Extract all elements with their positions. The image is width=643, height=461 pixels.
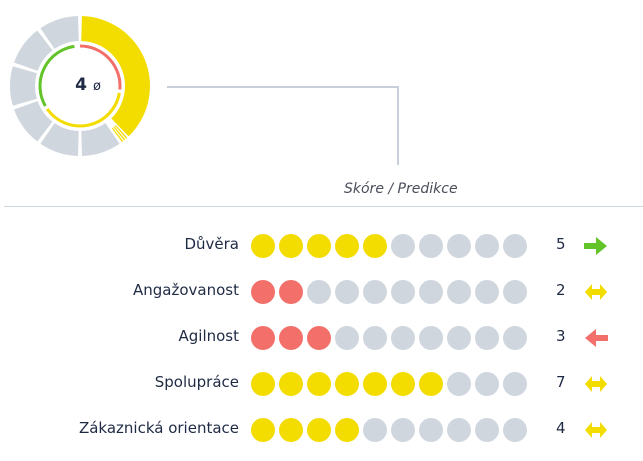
score-dot-empty bbox=[447, 372, 471, 396]
competency-label: Agilnost bbox=[178, 327, 240, 345]
score-dot-filled bbox=[307, 326, 331, 350]
competency-row: Zákaznická orientace 4 bbox=[0, 406, 643, 452]
score-dot-empty bbox=[419, 326, 443, 350]
trend-neutral-icon bbox=[585, 284, 607, 300]
gauge-inner-yellow-arc bbox=[46, 92, 121, 128]
score-dot-filled bbox=[251, 234, 275, 258]
gauge-empty-segment bbox=[81, 123, 120, 156]
competency-row: Spolupráce 7 bbox=[0, 360, 643, 406]
trend-down-icon bbox=[585, 329, 608, 347]
score-dot-filled bbox=[251, 372, 275, 396]
competency-row: Angažovanost 2 bbox=[0, 268, 643, 314]
score-dot-empty bbox=[475, 326, 499, 350]
score-dot-empty bbox=[391, 418, 415, 442]
score-dots bbox=[251, 280, 531, 304]
score-dot-filled bbox=[251, 326, 275, 350]
score-dot-filled bbox=[391, 372, 415, 396]
score-dot-empty bbox=[503, 418, 527, 442]
competency-label: Důvěra bbox=[184, 235, 239, 253]
competency-row: Důvěra 5 bbox=[0, 222, 643, 268]
score-dot-filled bbox=[307, 234, 331, 258]
score-dot-filled bbox=[335, 234, 359, 258]
competency-label: Zákaznická orientace bbox=[78, 419, 239, 437]
competency-score: 3 bbox=[556, 327, 566, 345]
score-dots bbox=[251, 418, 531, 442]
average-score-value: 4 bbox=[75, 75, 87, 95]
score-dot-empty bbox=[503, 326, 527, 350]
average-score: 4 ø bbox=[62, 75, 114, 99]
score-dot-filled bbox=[335, 372, 359, 396]
score-dot-empty bbox=[419, 234, 443, 258]
gauge-fill-stripe bbox=[111, 127, 124, 142]
score-dot-empty bbox=[335, 326, 359, 350]
score-dot-filled bbox=[363, 234, 387, 258]
competency-label: Spolupráce bbox=[154, 373, 239, 391]
average-symbol: ø bbox=[92, 79, 101, 94]
score-dot-filled bbox=[335, 418, 359, 442]
gauge-fill-stripe bbox=[113, 126, 126, 141]
score-dot-filled bbox=[279, 326, 303, 350]
score-dot-filled bbox=[307, 418, 331, 442]
competency-list: Důvěra 5 Angažovanost 2 Agilnost 3 Spolu… bbox=[0, 222, 643, 452]
score-dot-empty bbox=[447, 280, 471, 304]
divider bbox=[4, 206, 643, 207]
score-dot-filled bbox=[279, 234, 303, 258]
score-dot-empty bbox=[447, 326, 471, 350]
gauge-inner-red-arc bbox=[79, 44, 122, 90]
competency-score: 2 bbox=[556, 281, 566, 299]
score-dot-filled bbox=[279, 418, 303, 442]
score-dot-empty bbox=[419, 418, 443, 442]
score-dot-empty bbox=[503, 372, 527, 396]
score-dots bbox=[251, 372, 531, 396]
score-dots bbox=[251, 234, 531, 258]
gauge-empty-segment bbox=[14, 101, 53, 142]
score-dot-empty bbox=[391, 234, 415, 258]
score-dot-empty bbox=[503, 234, 527, 258]
trend-neutral-icon bbox=[585, 376, 607, 392]
trend-neutral-icon bbox=[585, 422, 607, 438]
score-dot-filled bbox=[363, 372, 387, 396]
score-dot-empty bbox=[447, 418, 471, 442]
score-dot-filled bbox=[251, 418, 275, 442]
score-dot-empty bbox=[335, 280, 359, 304]
competency-row: Agilnost 3 bbox=[0, 314, 643, 360]
score-dots bbox=[251, 326, 531, 350]
score-dot-empty bbox=[363, 326, 387, 350]
score-dot-empty bbox=[475, 418, 499, 442]
score-gauge bbox=[9, 16, 150, 156]
score-dot-empty bbox=[391, 326, 415, 350]
gauge-empty-segment bbox=[14, 30, 53, 71]
competency-score: 5 bbox=[556, 235, 566, 253]
gauge-inner-green-arc bbox=[38, 44, 75, 107]
score-dot-empty bbox=[391, 280, 415, 304]
trend-up-icon bbox=[584, 237, 607, 255]
competency-score: 4 bbox=[556, 419, 566, 437]
score-dot-empty bbox=[363, 280, 387, 304]
score-dot-empty bbox=[307, 280, 331, 304]
gauge-fill-segment bbox=[81, 16, 150, 137]
score-dot-empty bbox=[447, 234, 471, 258]
score-dot-filled bbox=[279, 372, 303, 396]
score-dot-empty bbox=[363, 418, 387, 442]
score-dot-empty bbox=[475, 280, 499, 304]
score-dot-filled bbox=[419, 372, 443, 396]
score-dot-filled bbox=[251, 280, 275, 304]
score-dot-empty bbox=[419, 280, 443, 304]
competency-score: 7 bbox=[556, 373, 566, 391]
score-dot-empty bbox=[475, 372, 499, 396]
competency-label: Angažovanost bbox=[133, 281, 239, 299]
gauge-empty-segment bbox=[9, 66, 37, 106]
score-dot-filled bbox=[307, 372, 331, 396]
score-dot-empty bbox=[503, 280, 527, 304]
gauge-fill-stripe bbox=[114, 125, 128, 139]
gauge-empty-segment bbox=[40, 123, 79, 156]
score-dot-filled bbox=[279, 280, 303, 304]
score-dot-empty bbox=[475, 234, 499, 258]
score-prediction-caption: Skóre / Predikce bbox=[344, 181, 458, 197]
gauge-empty-segment bbox=[40, 16, 79, 49]
